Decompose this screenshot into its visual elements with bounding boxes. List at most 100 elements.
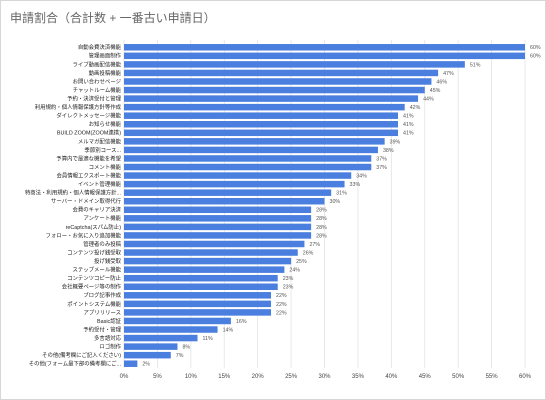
category-label: BUILD ZOOM(ZOOM連携) [57,129,121,137]
value-labels: 60%60%51%47%46%45%44%42%41%41%41%39%38%3… [142,45,541,367]
category-label: 予約受付・管理 [83,325,121,333]
category-label: 利用規約・個人情報保護方針等作成 [35,103,122,111]
category-label: 季節別コース... [84,146,121,154]
x-tick-label: 20% [252,374,265,380]
bar [124,326,218,333]
category-label: チャットルーム機能 [73,86,122,94]
bar [124,163,372,171]
bar [124,240,305,248]
value-label: 27% [309,242,320,248]
x-axis-ticks: 0% 5% 10% 15% 20% 25% 30% 35% 40% 45% 50% 55% 60% [120,374,532,380]
bar [124,257,292,265]
value-label: 37% [376,156,387,162]
value-label: 39% [390,139,401,145]
x-tick-label: 50% [452,374,465,380]
x-tick-label: 0% [120,374,129,380]
bar [124,317,231,325]
category-label: 特商法・利用規約・個人情報保護方針... [25,189,121,197]
value-label: 23% [283,285,294,291]
x-tick-label: 30% [318,374,331,380]
bar [124,223,312,231]
bar [124,249,298,256]
value-label: 28% [316,233,327,239]
category-label: ダイレクトメッセージ機能 [56,112,121,120]
category-label: その他(備考欄にご記入ください) [42,351,121,359]
value-label: 11% [203,336,213,342]
x-tick-label: 5% [153,374,162,380]
category-label: 自動会費決済機能 [78,43,122,51]
category-label: reCaptcha(スパム防止) [66,223,122,231]
bar [124,360,138,367]
category-label: 予約・決済受付と管理 [67,94,122,102]
bar [124,197,325,205]
value-label: 46% [436,79,447,85]
category-label: 動画投稿機能 [89,69,122,77]
bar [124,61,465,68]
bar [124,309,272,316]
category-label: 会費のキャリア決済 [72,206,121,214]
bar [124,95,419,102]
value-label: 24% [289,268,300,274]
bar [124,206,312,214]
x-tick-label: 55% [486,374,499,380]
bar [124,69,439,77]
value-label: 16% [236,319,247,325]
category-label: 投げ銭受取 [94,257,122,265]
category-label: 管理画面制作 [89,52,122,60]
value-label: 14% [223,327,234,333]
value-label: 33% [350,182,361,188]
category-label: お問い合わせページ [73,77,122,85]
category-label: メルマガ配信機能 [78,137,122,145]
value-label: 34% [356,173,367,179]
chart-title: 申請割合（合計数 + 一番古い申請日） [10,11,216,25]
bar [124,274,278,282]
value-label: 47% [443,71,454,77]
bar [124,103,405,111]
category-label: 予算内で最適な機能を希望 [56,154,121,162]
value-label: 23% [283,276,294,282]
value-label: 41% [403,122,414,128]
value-label: 38% [383,148,394,154]
value-label: 41% [403,131,414,137]
x-tick-label: 35% [352,374,365,380]
category-label: フォロー・お気に入り追加機能 [46,231,122,239]
value-label: 7% [176,353,184,359]
category-label: ライブ動画配信機能 [72,60,121,68]
value-label: 37% [376,165,387,171]
value-label: 2% [142,362,150,368]
value-label: 22% [276,310,287,316]
value-label: 60% [530,54,541,60]
value-label: 22% [276,302,287,308]
bar [124,180,345,188]
category-label: コンテンツ投げ銭受取 [67,248,122,256]
bar [124,334,198,342]
bar [124,343,178,350]
category-label: お知らせ機能 [89,120,122,128]
category-label: アンケート機能 [83,214,121,222]
category-label: Basic認証 [97,317,122,325]
category-label: その他(フォーム最下部の備考欄にご... [29,360,121,368]
category-labels: 自動会費決済機能管理画面制作ライブ動画配信機能動画投稿機能お問い合わせページチャ… [25,43,122,367]
bar [124,52,525,60]
bar [124,292,272,299]
bar [124,172,352,179]
category-label: イベント管理機能 [78,180,122,188]
bar [124,189,332,196]
value-label: 25% [296,259,307,265]
bar [124,232,312,239]
category-label: ロゴ制作 [99,343,121,351]
value-label: 8% [182,345,190,351]
value-label: 28% [316,208,327,214]
x-tick-label: 15% [218,374,231,380]
bar [124,266,285,273]
x-tick-label: 40% [385,374,398,380]
category-label: 多言語対応 [94,334,122,342]
x-tick-label: 60% [519,374,532,380]
value-label: 28% [316,216,327,222]
value-label: 60% [530,45,541,51]
x-tick-label: 25% [285,374,298,380]
bar [124,155,372,162]
category-label: 会社概要ページ等の制作 [62,283,122,291]
category-label: ブログ記事作成 [83,291,121,299]
value-label: 28% [316,225,327,231]
